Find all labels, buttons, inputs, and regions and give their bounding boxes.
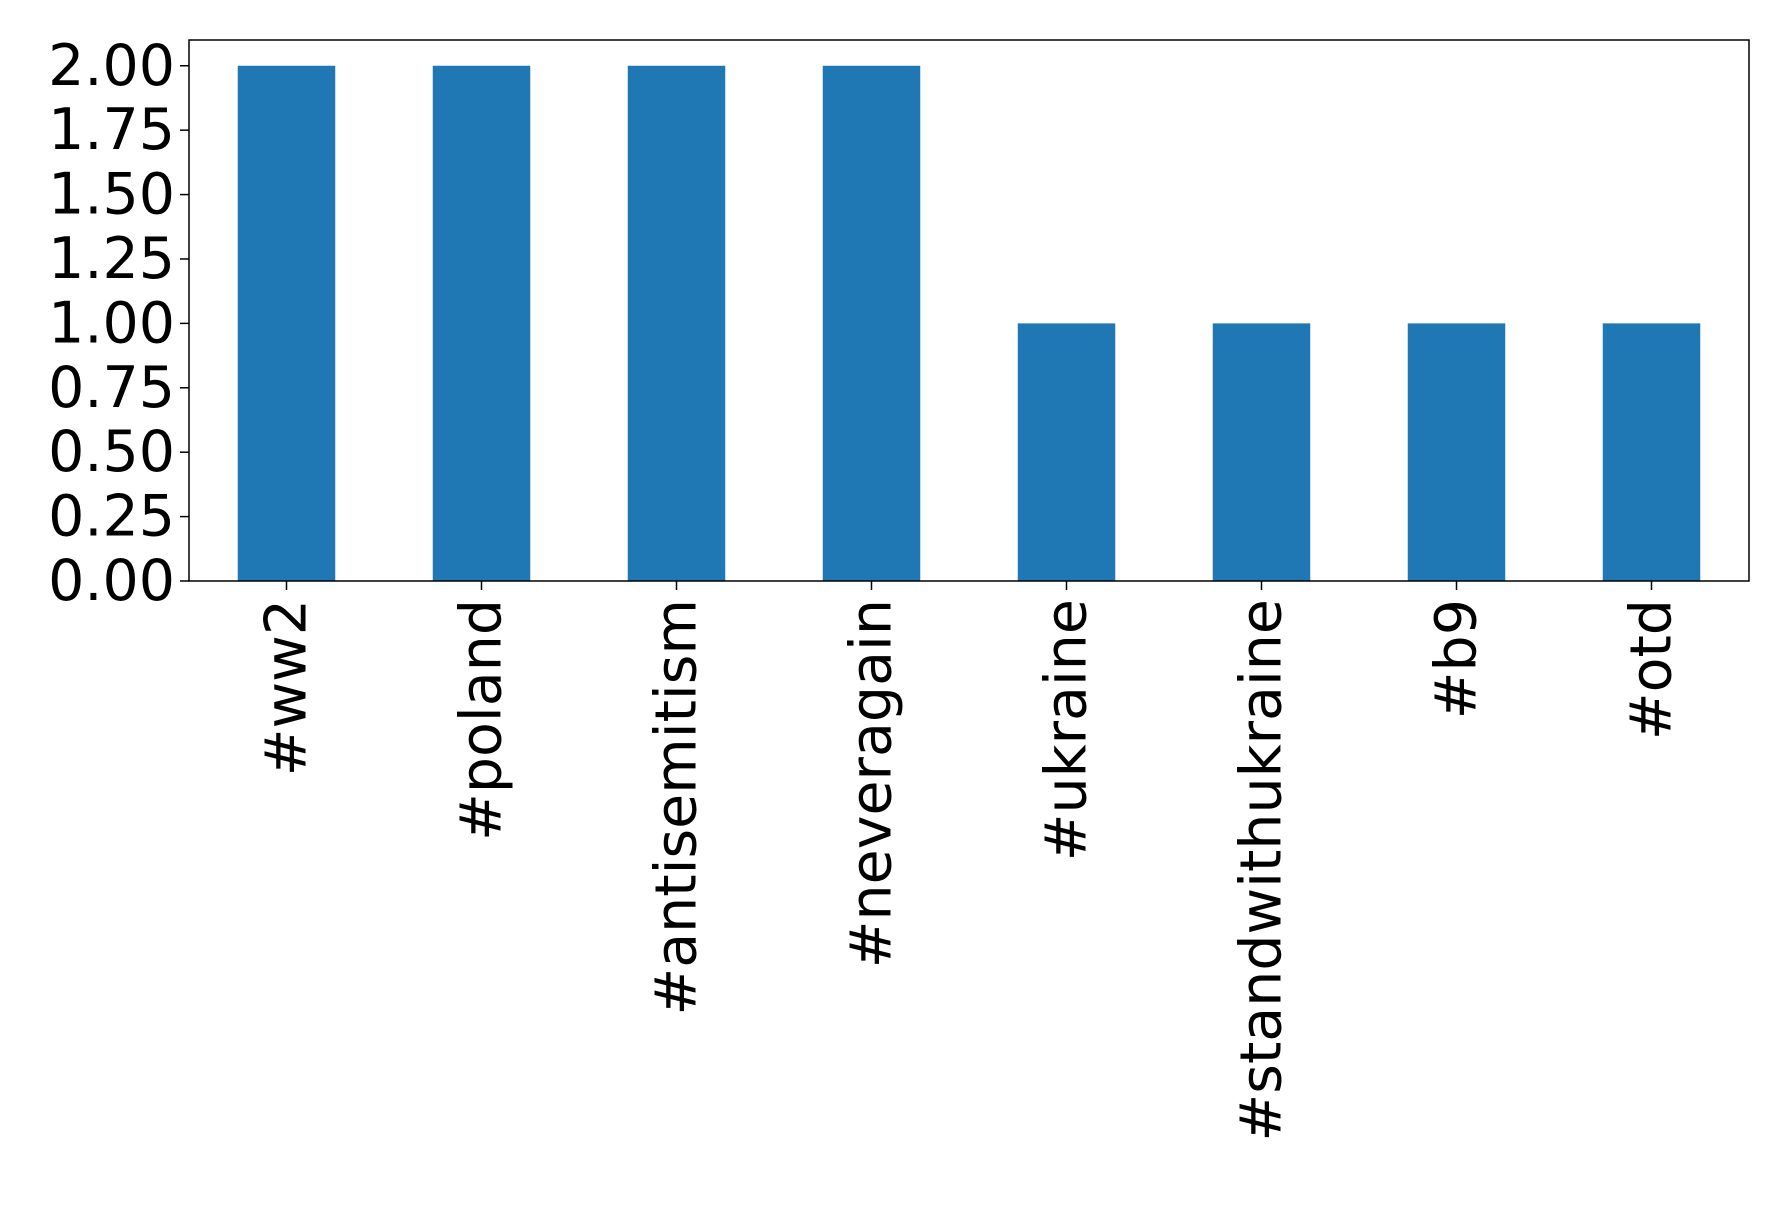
x-tick-label: #standwithukraine (1229, 599, 1295, 1142)
x-tick-label: #neveragain (839, 599, 905, 968)
y-tick-label: 1.25 (48, 226, 175, 292)
x-tick-label: #antisemitism (644, 599, 710, 1016)
bar (1017, 323, 1116, 581)
y-tick-label: 1.00 (48, 290, 175, 356)
y-tick-label: 0.00 (48, 548, 175, 614)
x-tick-label: #ukraine (1034, 599, 1100, 861)
y-tick-label: 1.50 (48, 162, 175, 228)
bar (237, 65, 336, 581)
bar (1212, 323, 1311, 581)
bar (1602, 323, 1701, 581)
x-tick-label: #poland (449, 599, 515, 841)
x-tick-label: #ww2 (254, 599, 320, 776)
x-tick-label: #otd (1619, 599, 1685, 740)
y-tick-label: 0.50 (48, 419, 175, 485)
y-tick-label: 0.25 (48, 484, 175, 550)
bar (822, 65, 921, 581)
bar (1407, 323, 1506, 581)
y-tick-label: 2.00 (48, 33, 175, 99)
y-tick-label: 0.75 (48, 355, 175, 421)
plot-frame (188, 39, 1750, 582)
y-tick-label: 1.75 (48, 97, 175, 163)
bar (432, 65, 531, 581)
x-tick-label: #b9 (1424, 599, 1490, 719)
bar (627, 65, 726, 581)
